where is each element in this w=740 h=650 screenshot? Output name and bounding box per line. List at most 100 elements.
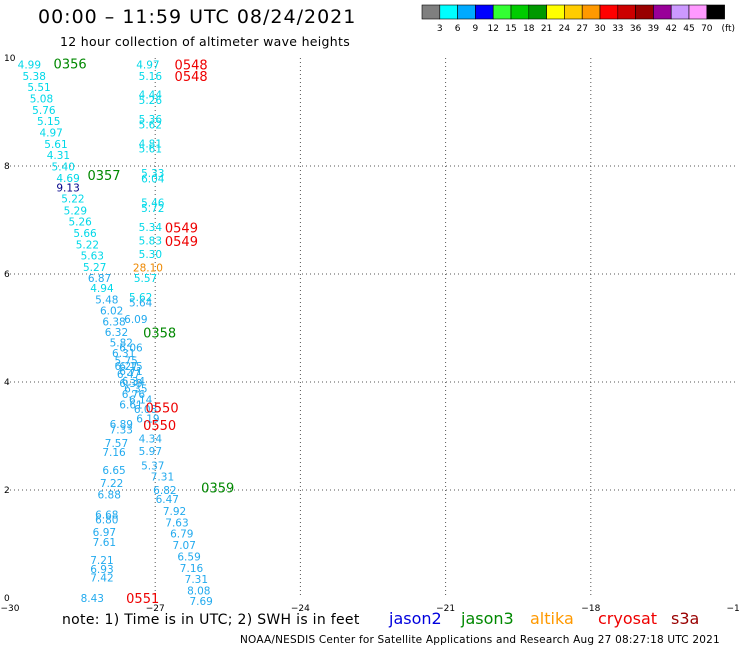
colorbar-label: 39 [648, 24, 660, 34]
wave-height-point: 7.22 [100, 478, 123, 490]
wave-height-point: 4.97 [136, 59, 159, 71]
wave-height-point: 6.39 [119, 378, 142, 390]
track-time-label: 0548 [175, 70, 208, 85]
x-tick-label: −27 [146, 604, 165, 614]
wave-height-point: 7.61 [93, 537, 116, 549]
wave-height-point: 5.40 [52, 162, 75, 174]
wave-height-point: 5.66 [73, 228, 97, 240]
wave-height-point: 5.08 [30, 94, 53, 106]
wave-height-point: 6.71 [119, 366, 142, 378]
wave-height-point: 6.35 [124, 383, 147, 395]
colorbar-swatch [653, 4, 672, 20]
wave-height-point: 5.16 [139, 71, 163, 83]
wave-height-point: 5.82 [110, 338, 133, 350]
wave-height-point: 7.16 [180, 563, 204, 575]
wave-height-point: 6.76 [122, 389, 146, 401]
wave-height-point: 4.99 [18, 59, 41, 71]
colorbar-swatch [599, 4, 619, 20]
colorbar-swatch [688, 4, 708, 20]
y-tick-label: 10 [4, 54, 16, 64]
wave-height-point: 5.61 [139, 144, 162, 156]
wave-height-point: 5.29 [64, 205, 87, 217]
colorbar-swatch [617, 4, 636, 20]
legend-jason2: jason2 [389, 609, 442, 628]
wave-height-point: 5.36 [139, 114, 163, 126]
wave-height-point: 7.33 [110, 425, 133, 437]
wave-height-point: 7.21 [90, 555, 113, 567]
colorbar-label: 21 [541, 24, 552, 34]
track-time-label: 0356 [54, 57, 87, 72]
colorbar-label: 36 [630, 24, 642, 34]
wave-height-point: 6.06 [119, 342, 143, 354]
colorbar-swatch [564, 4, 583, 20]
wave-height-point: 4.44 [139, 90, 163, 102]
colorbar-label: 42 [665, 24, 676, 34]
wave-height-point: 5.75 [114, 355, 137, 367]
wave-height-point: 6.09 [124, 314, 147, 326]
wave-height-point: 8.08 [187, 585, 210, 597]
colorbar-swatch [421, 4, 441, 20]
colorbar-swatch [706, 4, 725, 20]
y-tick-label: 2 [4, 486, 10, 496]
colorbar-label: 9 [473, 24, 479, 34]
wave-height-point: 6.65 [102, 465, 125, 477]
y-tick-label: 8 [4, 162, 10, 172]
chart-subtitle: 12 hour collection of altimeter wave hei… [60, 34, 351, 49]
wave-height-point: 7.42 [90, 572, 113, 584]
wave-height-point: 4.94 [90, 283, 114, 295]
colorbar-label: 12 [487, 24, 498, 34]
colorbar-label: 70 [701, 24, 713, 34]
colorbar-label: 18 [523, 24, 535, 34]
wave-height-point: 6.88 [98, 489, 121, 501]
wave-height-point: 8.43 [81, 593, 104, 605]
wave-height-point: 5.62 [129, 292, 152, 304]
track-time-label: 0548 [175, 58, 208, 73]
wave-height-point: 5.22 [61, 193, 84, 205]
wave-height-point: 6.82 [153, 485, 176, 497]
legend-s3a: s3a [671, 609, 700, 628]
wave-height-point: 5.63 [81, 251, 104, 263]
legend-altika: altika [530, 609, 574, 628]
wave-height-point: 7.63 [165, 517, 188, 529]
wave-height-point: 7.69 [189, 596, 212, 608]
wave-height-point: 7.92 [163, 506, 186, 518]
x-tick-label: −21 [436, 604, 455, 614]
colorbar-swatch [510, 4, 530, 20]
wave-height-point: 7.31 [185, 574, 208, 586]
x-tick-label: −24 [291, 604, 310, 614]
wave-height-point: 6.47 [156, 494, 179, 506]
wave-height-point: 4.34 [139, 434, 163, 446]
wave-height-point: 6.80 [95, 515, 118, 527]
wave-height-point: 7.31 [151, 472, 174, 484]
track-time-label: 0357 [87, 169, 120, 184]
wave-height-point: 4.31 [47, 150, 70, 162]
wave-height-point: 6.87 [88, 273, 111, 285]
colorbar-swatch [670, 4, 690, 20]
wave-height-point: 6.31 [112, 348, 135, 360]
wave-height-point: 5.64 [129, 298, 153, 310]
track-time-label: 0549 [165, 235, 198, 250]
wave-height-point: 28.10 [133, 263, 163, 275]
colorbar-label: 30 [594, 24, 606, 34]
legend-jason3: jason3 [461, 609, 514, 628]
colorbar-swatch [457, 4, 476, 20]
colorbar-label: 24 [559, 24, 571, 34]
wave-height-point: 6.38 [102, 317, 125, 329]
wave-height-point: 5.26 [139, 95, 163, 107]
wave-height-point: 6.97 [93, 527, 116, 539]
wave-height-point: 9.13 [56, 183, 79, 195]
wave-height-point: 7.16 [102, 447, 126, 459]
track-time-label: 0550 [146, 401, 179, 416]
x-tick-label: −30 [1, 604, 20, 614]
colorbar-label: 45 [683, 24, 694, 34]
wave-height-point: 6.19 [136, 414, 159, 426]
wave-height-point: 6.32 [105, 327, 128, 339]
track-time-label: 0551 [126, 592, 159, 607]
wave-height-point: 6.47 [117, 369, 140, 381]
wave-height-point: 6.89 [110, 419, 133, 431]
y-tick-label: 6 [4, 270, 10, 280]
wave-height-point: 5.62 [139, 119, 162, 131]
colorbar-swatch [635, 4, 654, 20]
wave-height-point: 5.15 [37, 116, 60, 128]
